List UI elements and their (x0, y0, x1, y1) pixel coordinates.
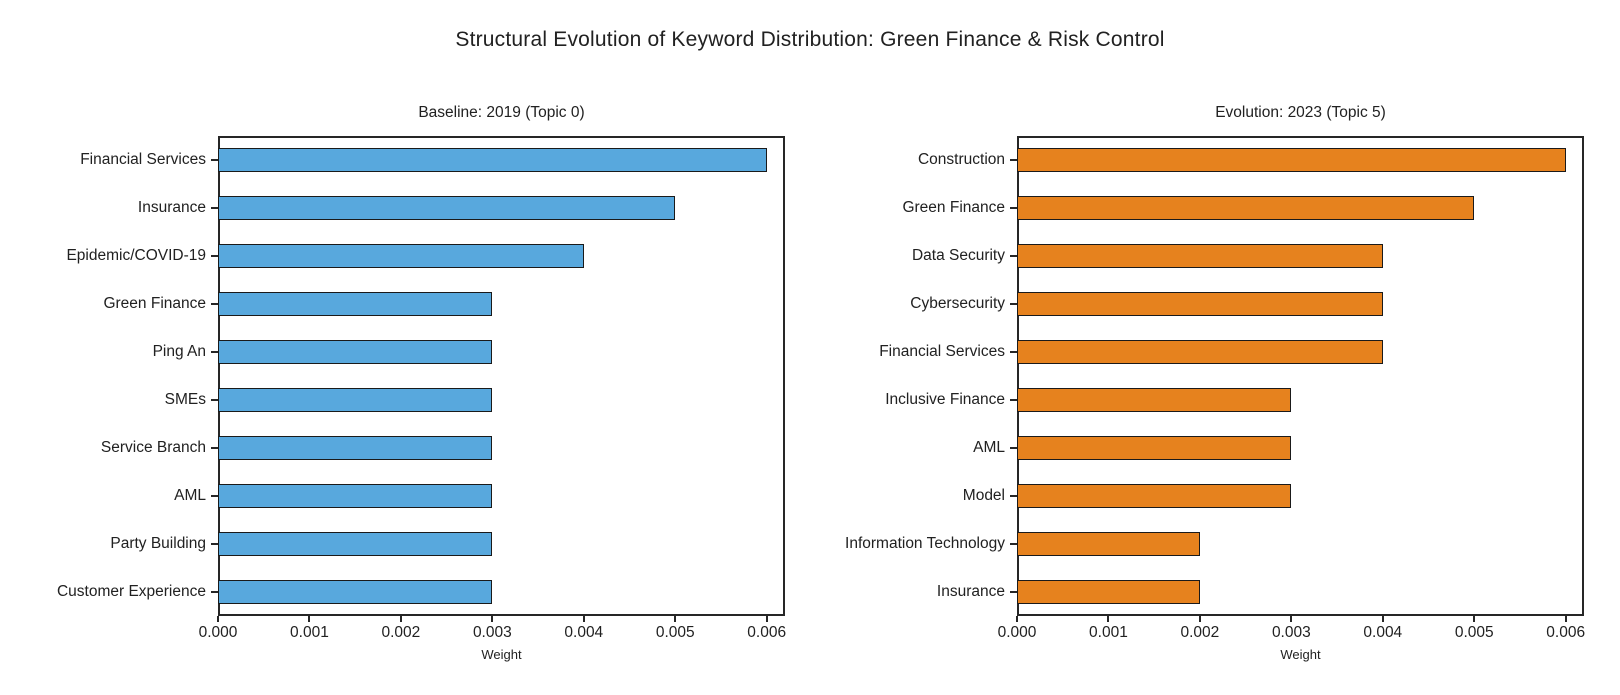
x-tick-label: 0.005 (655, 624, 695, 641)
bar (1017, 436, 1292, 460)
x-tick-label: 0.006 (747, 624, 787, 641)
y-tick-label: Financial Services (80, 151, 206, 168)
y-tick-mark (211, 303, 218, 305)
x-tick-label: 0.004 (564, 624, 604, 641)
x-tick-label: 0.003 (1271, 624, 1311, 641)
x-tick-mark (491, 616, 494, 622)
y-tick-label: Green Finance (902, 199, 1005, 216)
subplot-title-baseline: Baseline: 2019 (Topic 0) (418, 104, 585, 121)
bar (1017, 292, 1383, 316)
y-tick-mark (211, 543, 218, 545)
chart-main-title: Structural Evolution of Keyword Distribu… (455, 28, 1165, 51)
bar (218, 532, 493, 556)
y-tick-label: Construction (917, 151, 1005, 168)
y-tick-mark (1010, 495, 1017, 497)
x-tick-mark (1381, 616, 1384, 622)
bar (218, 148, 767, 172)
bar (1017, 244, 1383, 268)
y-tick-label: Information Technology (845, 535, 1005, 552)
y-tick-label: Green Finance (103, 295, 206, 312)
bar (1017, 580, 1200, 604)
bar (218, 388, 493, 412)
x-tick-label: 0.002 (1180, 624, 1220, 641)
x-tick-mark (1473, 616, 1476, 622)
x-tick-label: 0.000 (997, 624, 1037, 641)
bar (1017, 532, 1200, 556)
bar (1017, 148, 1566, 172)
y-tick-label: Inclusive Finance (885, 391, 1005, 408)
y-tick-mark (211, 447, 218, 449)
x-tick-mark (217, 616, 219, 622)
y-tick-label: AML (973, 439, 1005, 456)
bar (218, 580, 493, 604)
x-tick-label: 0.004 (1363, 624, 1403, 641)
x-tick-mark (308, 616, 311, 622)
bar (218, 484, 493, 508)
y-tick-mark (1010, 303, 1017, 305)
y-tick-mark (211, 351, 218, 353)
y-tick-label: Ping An (152, 343, 206, 360)
x-tick-label: 0.000 (198, 624, 238, 641)
y-tick-label: Service Branch (100, 439, 206, 456)
y-tick-label: Party Building (110, 535, 206, 552)
x-tick-label: 0.003 (472, 624, 512, 641)
bar (218, 436, 493, 460)
y-tick-label: Financial Services (879, 343, 1005, 360)
x-axis-label-evolution: Weight (1280, 647, 1321, 662)
x-tick-mark (1016, 616, 1018, 622)
y-tick-mark (211, 591, 218, 593)
y-tick-label: SMEs (164, 391, 206, 408)
y-tick-mark (211, 255, 218, 257)
y-tick-label: AML (174, 487, 206, 504)
x-tick-label: 0.002 (381, 624, 421, 641)
x-tick-label: 0.005 (1454, 624, 1494, 641)
x-tick-label: 0.001 (290, 624, 329, 641)
x-tick-label: 0.001 (1089, 624, 1128, 641)
y-tick-mark (211, 399, 218, 401)
y-tick-label: Customer Experience (56, 583, 206, 600)
x-axis-label-baseline: Weight (481, 647, 522, 662)
y-tick-mark (1010, 543, 1017, 545)
bar (1017, 196, 1475, 220)
y-tick-mark (211, 207, 218, 209)
bar (1017, 388, 1292, 412)
y-tick-mark (1010, 591, 1017, 593)
x-tick-mark (765, 616, 768, 622)
y-tick-mark (1010, 447, 1017, 449)
x-tick-mark (1198, 616, 1201, 622)
x-tick-mark (1290, 616, 1293, 622)
subplot-title-evolution: Evolution: 2023 (Topic 5) (1215, 104, 1386, 121)
y-tick-mark (1010, 399, 1017, 401)
y-tick-mark (1010, 255, 1017, 257)
bar (218, 196, 676, 220)
y-tick-mark (211, 159, 218, 161)
y-tick-label: Epidemic/COVID-19 (66, 247, 206, 264)
y-tick-mark (1010, 351, 1017, 353)
y-tick-label: Data Security (911, 247, 1005, 264)
bar (218, 292, 493, 316)
y-tick-label: Insurance (137, 199, 206, 216)
x-tick-mark (1564, 616, 1567, 622)
x-tick-mark (1107, 616, 1110, 622)
x-tick-mark (399, 616, 402, 622)
y-tick-label: Insurance (936, 583, 1005, 600)
bar (218, 340, 493, 364)
y-tick-mark (1010, 159, 1017, 161)
x-tick-mark (674, 616, 677, 622)
y-tick-mark (211, 495, 218, 497)
y-tick-mark (1010, 207, 1017, 209)
bar (1017, 340, 1383, 364)
x-tick-mark (582, 616, 585, 622)
x-tick-label: 0.006 (1546, 624, 1586, 641)
y-tick-label: Model (962, 487, 1005, 504)
bar (218, 244, 584, 268)
bar (1017, 484, 1292, 508)
y-tick-label: Cybersecurity (910, 295, 1005, 312)
